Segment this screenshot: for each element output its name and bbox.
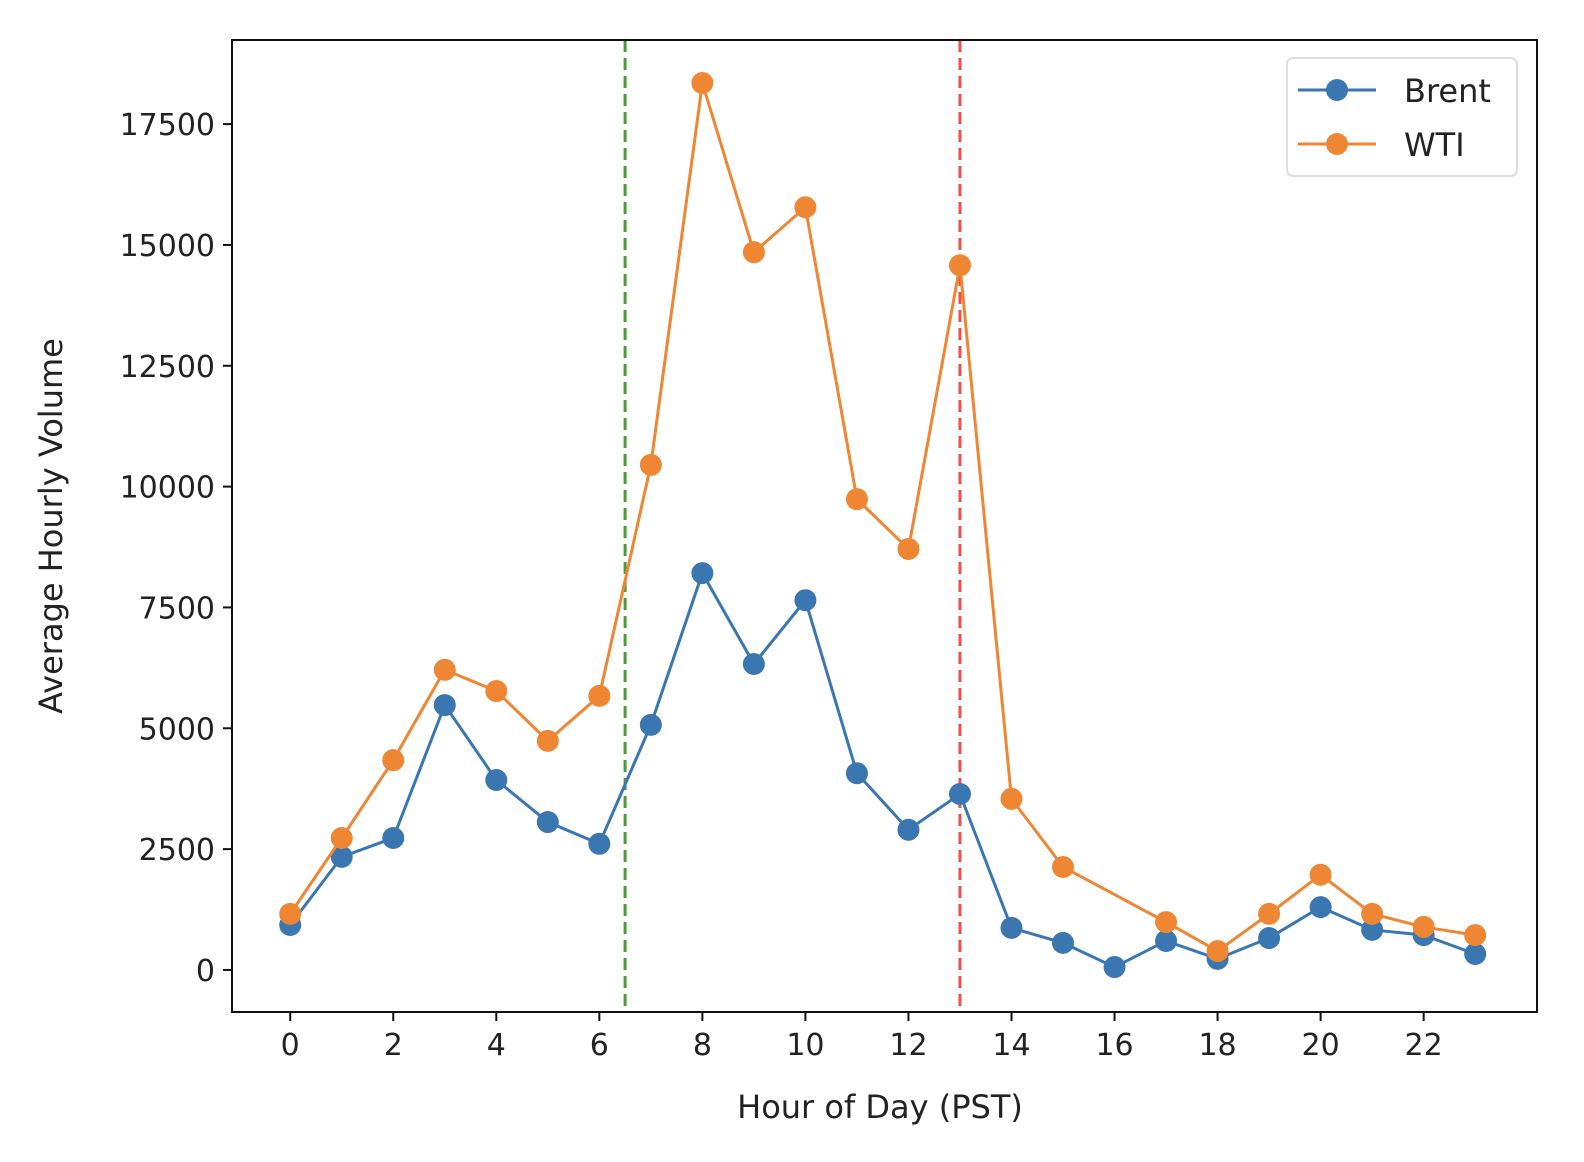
data-point-brent xyxy=(588,832,611,855)
legend-label-brent: Brent xyxy=(1404,72,1491,110)
y-tick-label: 12500 xyxy=(120,350,215,385)
y-tick-label: 0 xyxy=(196,954,215,989)
data-point-wti xyxy=(1052,855,1075,878)
data-point-brent xyxy=(1000,916,1023,939)
data-point-wti xyxy=(382,749,405,772)
data-point-wti xyxy=(1464,924,1487,947)
x-tick-label: 20 xyxy=(1302,1028,1340,1063)
data-point-brent xyxy=(1361,918,1384,941)
data-point-brent xyxy=(897,818,920,841)
data-point-wti xyxy=(794,196,817,219)
y-tick-label: 17500 xyxy=(120,108,215,143)
data-point-wti xyxy=(1412,915,1435,938)
data-point-brent xyxy=(742,652,765,675)
data-point-wti xyxy=(1206,940,1229,963)
data-point-brent xyxy=(794,589,817,612)
data-point-wti xyxy=(330,826,353,849)
y-tick-label: 15000 xyxy=(120,229,215,264)
data-point-brent xyxy=(433,694,456,717)
legend: Brent WTI xyxy=(1286,57,1518,177)
data-point-wti xyxy=(279,902,302,925)
data-point-brent xyxy=(639,713,662,736)
data-point-wti xyxy=(485,680,508,703)
x-tick-label: 12 xyxy=(889,1028,927,1063)
y-tick-label: 2500 xyxy=(139,833,215,868)
data-point-wti xyxy=(1000,787,1023,810)
data-point-brent xyxy=(536,811,559,834)
x-tick-label: 8 xyxy=(693,1028,712,1063)
x-tick-label: 16 xyxy=(1095,1028,1133,1063)
data-point-brent xyxy=(1258,927,1281,950)
data-point-wti xyxy=(1155,911,1178,934)
data-point-wti xyxy=(691,72,714,95)
y-axis-label: Average Hourly Volume xyxy=(32,338,70,714)
x-tick-label: 2 xyxy=(384,1028,403,1063)
x-axis-label: Hour of Day (PST) xyxy=(737,1088,1023,1126)
x-tick-label: 6 xyxy=(590,1028,609,1063)
data-point-brent xyxy=(330,845,353,868)
data-point-brent xyxy=(845,762,868,785)
data-point-brent xyxy=(691,562,714,585)
y-tick-label: 5000 xyxy=(139,712,215,747)
data-point-brent xyxy=(1103,956,1126,979)
data-point-wti xyxy=(1361,902,1384,925)
data-point-wti xyxy=(588,684,611,707)
data-point-brent xyxy=(485,768,508,791)
data-point-wti xyxy=(845,488,868,511)
data-point-brent xyxy=(1464,942,1487,965)
data-point-brent xyxy=(1052,931,1075,954)
y-tick-label: 7500 xyxy=(139,591,215,626)
x-tick-label: 22 xyxy=(1405,1028,1443,1063)
data-point-wti xyxy=(1309,863,1332,886)
data-point-brent xyxy=(1309,896,1332,919)
x-tick-label: 0 xyxy=(281,1028,300,1063)
legend-label-wti: WTI xyxy=(1404,126,1465,164)
data-point-wti xyxy=(1258,902,1281,925)
series-line-brent xyxy=(289,569,1476,969)
data-point-wti xyxy=(948,254,971,277)
data-point-brent xyxy=(1155,929,1178,952)
data-point-wti xyxy=(536,729,559,752)
x-tick-label: 10 xyxy=(786,1028,824,1063)
x-tick-label: 4 xyxy=(487,1028,506,1063)
x-tick-label: 14 xyxy=(992,1028,1030,1063)
series-line-wti xyxy=(288,82,1476,953)
data-point-wti xyxy=(742,241,765,264)
y-tick-label: 10000 xyxy=(120,471,215,506)
plot-frame xyxy=(231,39,1538,1013)
data-point-wti xyxy=(639,453,662,476)
data-point-brent xyxy=(948,783,971,806)
data-point-wti xyxy=(433,658,456,681)
x-tick-label: 18 xyxy=(1198,1028,1236,1063)
data-point-brent xyxy=(382,826,405,849)
data-point-wti xyxy=(897,537,920,560)
